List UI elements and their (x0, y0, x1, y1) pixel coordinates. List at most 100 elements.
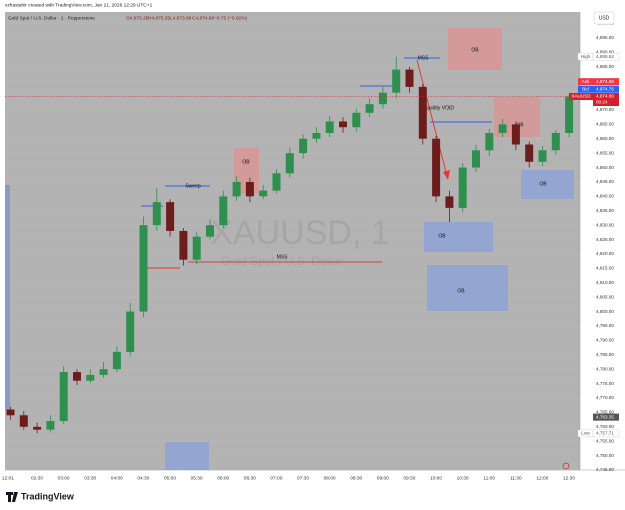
candle-body (46, 421, 55, 430)
currency: USD (599, 15, 610, 21)
x-tick-label: 04:30 (137, 475, 149, 481)
marker-name: Bid (582, 86, 589, 91)
credit: xzhastahir created with TradingView.com,… (5, 2, 153, 8)
y-tick-label: 4,835.00 (596, 208, 614, 213)
candle-body (405, 69, 414, 87)
price-marker: Bid 4,874.75 (578, 85, 619, 93)
candle-body (139, 225, 148, 312)
y-tick-label: 4,815.00 (596, 266, 614, 271)
y-tick-label: 4,855.00 (596, 150, 614, 155)
y-tick-label: 4,795.00 (596, 323, 614, 328)
y-tick-label: 4,805.00 (596, 294, 614, 299)
ob-label: OB (242, 159, 250, 165)
candle-body (99, 369, 108, 375)
x-tick-label: 09:30 (403, 475, 415, 481)
candle-body (126, 311, 135, 352)
y-tick-label: 4,775.00 (596, 381, 614, 386)
marker-label: 4,874.75 (596, 86, 614, 91)
y-tick-label: 4,780.00 (596, 366, 614, 371)
ohlc-high: H4,875.35 (148, 15, 170, 21)
y-tick-label: 4,850.00 (596, 165, 614, 170)
marker-name: Low (581, 431, 590, 436)
x-tick-label: 07:30 (297, 475, 309, 481)
y-tick-label: 4,870.00 (596, 107, 614, 112)
x-tick-label: 02:30 (31, 475, 43, 481)
ob-label: OB (539, 181, 547, 187)
ohlc-change: −0.75 (−0.02%) (214, 15, 247, 21)
candles (5, 56, 580, 434)
candle-body (285, 153, 294, 174)
liquidity-label: Liquidity VOID (422, 105, 454, 111)
y-tick-label: 4,885.00 (596, 64, 614, 69)
marker-label: 4,757.71 (596, 431, 614, 436)
y-tick-label: 4,810.00 (596, 280, 614, 285)
marker-label: 4,874.95 (596, 79, 614, 84)
x-tick-label: 05:00 (164, 475, 176, 481)
x-tick-label: 03:00 (58, 475, 70, 481)
candle-body (179, 230, 188, 260)
y-tick-label: 4,830.00 (596, 222, 614, 227)
brand: TradingView (6, 491, 75, 502)
watermark: XAUUSD, 1 (210, 214, 390, 252)
y-tick-label: 4,800.00 (596, 309, 614, 314)
x-tick-label: 08:30 (350, 475, 362, 481)
candle-body (472, 150, 480, 168)
brand-logo (6, 492, 18, 502)
ob-label: OB (516, 122, 524, 128)
ob-zone (448, 28, 502, 70)
ob-label: OB (457, 288, 465, 294)
candle-body (219, 196, 228, 226)
y-tick-label: 4,825.00 (596, 237, 614, 242)
x-tick-label: 11:30 (510, 475, 522, 481)
brand-name: TradingView (21, 491, 75, 501)
candle-body (511, 124, 520, 145)
x-tick-label: 11:00 (483, 475, 495, 481)
candle-body (259, 190, 268, 197)
candle-body (525, 144, 534, 162)
candle-body (112, 351, 121, 370)
candle-body (232, 181, 241, 197)
x-tick-label: 08:00 (324, 475, 336, 481)
x-tick-label: 12:30 (563, 475, 575, 481)
watermark-subtitle: Gold Spot / U.S. Dollar (221, 254, 342, 268)
ob-zone (424, 222, 493, 252)
ob-label: OB (438, 233, 446, 239)
mss-label: MSS (418, 55, 430, 61)
marker-bg (593, 85, 619, 93)
x-tick-label: 09:00 (377, 475, 389, 481)
candle-body (166, 202, 175, 231)
x-tick-label: 04:00 (111, 475, 123, 481)
x-tick-label: 06:30 (244, 475, 256, 481)
ohlc-close: C4,874.66 (192, 15, 214, 21)
candle-body (365, 104, 374, 113)
candle-body (352, 112, 361, 128)
zone (5, 185, 10, 410)
currency-button[interactable] (593, 11, 615, 25)
marker-name: XAUUSD (571, 94, 591, 99)
candle-body (551, 132, 560, 151)
x-tick-label: 03:30 (84, 475, 96, 481)
candle-body (378, 92, 387, 105)
marker-name-bg (569, 93, 593, 101)
price-marker: High 4,888.52 (577, 52, 620, 61)
drawings: OB OB OB OB OB OB Sweep MSS MSS Liquidit… (5, 28, 574, 470)
y-tick-label: 4,750.00 (596, 453, 614, 458)
candle-body (299, 138, 308, 154)
replay-icon[interactable] (562, 462, 570, 470)
ob-zone (521, 170, 574, 199)
candle-body (272, 173, 281, 191)
y-tick-label: 4,755.00 (596, 438, 614, 443)
grid (5, 23, 580, 471)
zone (165, 442, 209, 470)
marker-countdown: 00:24 (596, 100, 608, 105)
arrow (416, 59, 448, 177)
candle-body (73, 372, 81, 381)
x-tick-label: 12:00 (536, 475, 548, 481)
marker-name: Ask (582, 79, 590, 84)
candle-body (6, 409, 15, 416)
candle-body (19, 415, 28, 427)
candle-body (33, 426, 42, 430)
price-marker: Ask 4,874.95 (578, 78, 619, 86)
y-tick-label: 4,895.00 (596, 35, 614, 40)
